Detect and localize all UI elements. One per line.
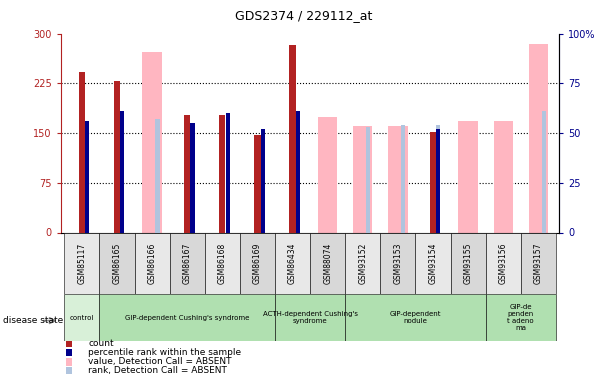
Text: GIP-de
penden
t adeno
ma: GIP-de penden t adeno ma bbox=[508, 304, 534, 332]
Text: percentile rank within the sample: percentile rank within the sample bbox=[88, 348, 241, 357]
Text: GSM86165: GSM86165 bbox=[112, 243, 122, 284]
Text: GSM93152: GSM93152 bbox=[358, 243, 367, 284]
Bar bbox=[353, 126, 372, 232]
Bar bbox=[380, 232, 415, 294]
Text: GSM86166: GSM86166 bbox=[148, 243, 157, 284]
Bar bbox=[184, 115, 190, 232]
Bar bbox=[190, 163, 195, 232]
Text: GIP-dependent Cushing's syndrome: GIP-dependent Cushing's syndrome bbox=[125, 315, 249, 321]
Bar bbox=[318, 117, 337, 232]
Bar bbox=[100, 232, 134, 294]
Bar bbox=[240, 232, 275, 294]
Bar bbox=[66, 340, 72, 347]
Bar bbox=[458, 121, 478, 232]
Bar bbox=[170, 232, 205, 294]
Text: GSM86169: GSM86169 bbox=[253, 243, 262, 284]
Bar bbox=[64, 232, 100, 294]
Bar bbox=[275, 232, 310, 294]
Bar bbox=[388, 126, 407, 232]
Text: GSM85117: GSM85117 bbox=[77, 243, 86, 284]
Text: ACTH-dependent Cushing's
syndrome: ACTH-dependent Cushing's syndrome bbox=[263, 311, 358, 324]
Bar bbox=[430, 132, 436, 232]
Bar bbox=[289, 45, 295, 232]
Bar bbox=[66, 358, 72, 366]
Bar bbox=[366, 127, 370, 232]
Bar bbox=[254, 135, 261, 232]
Text: GSM93154: GSM93154 bbox=[429, 243, 438, 284]
Bar bbox=[295, 111, 300, 232]
Bar bbox=[275, 294, 345, 341]
Text: GIP-dependent
nodule: GIP-dependent nodule bbox=[390, 311, 441, 324]
Text: GDS2374 / 229112_at: GDS2374 / 229112_at bbox=[235, 9, 373, 22]
Bar bbox=[64, 294, 100, 341]
Bar bbox=[100, 294, 275, 341]
Bar bbox=[542, 111, 546, 232]
Text: GSM93156: GSM93156 bbox=[499, 243, 508, 284]
Bar bbox=[345, 294, 486, 341]
Bar bbox=[436, 125, 440, 232]
Text: GSM86168: GSM86168 bbox=[218, 243, 227, 284]
Bar bbox=[310, 232, 345, 294]
Bar bbox=[345, 232, 380, 294]
Text: value, Detection Call = ABSENT: value, Detection Call = ABSENT bbox=[88, 357, 232, 366]
Bar bbox=[219, 115, 226, 232]
Text: GSM93153: GSM93153 bbox=[393, 243, 402, 284]
Bar bbox=[85, 121, 89, 232]
Bar bbox=[78, 72, 85, 232]
Bar bbox=[142, 52, 162, 232]
Bar bbox=[486, 232, 520, 294]
Bar bbox=[494, 121, 513, 232]
Text: control: control bbox=[70, 315, 94, 321]
Text: count: count bbox=[88, 339, 114, 348]
Bar bbox=[451, 232, 486, 294]
Bar bbox=[261, 129, 265, 232]
Text: disease state: disease state bbox=[3, 316, 63, 325]
Text: GSM93155: GSM93155 bbox=[463, 243, 472, 284]
Bar bbox=[436, 129, 440, 232]
Bar bbox=[415, 232, 451, 294]
Bar bbox=[528, 44, 548, 232]
Bar bbox=[114, 81, 120, 232]
Bar bbox=[520, 232, 556, 294]
Text: GSM86434: GSM86434 bbox=[288, 243, 297, 284]
Bar bbox=[401, 125, 406, 232]
Bar bbox=[134, 232, 170, 294]
Bar bbox=[120, 111, 125, 232]
Bar bbox=[486, 294, 556, 341]
Text: GSM88074: GSM88074 bbox=[323, 243, 332, 284]
Bar bbox=[156, 119, 159, 232]
Bar bbox=[205, 232, 240, 294]
Bar bbox=[226, 113, 230, 232]
Text: rank, Detection Call = ABSENT: rank, Detection Call = ABSENT bbox=[88, 366, 227, 375]
Bar bbox=[66, 367, 72, 374]
Text: GSM86167: GSM86167 bbox=[182, 243, 192, 284]
Bar bbox=[66, 349, 72, 356]
Bar bbox=[190, 123, 195, 232]
Text: GSM93157: GSM93157 bbox=[534, 243, 543, 284]
